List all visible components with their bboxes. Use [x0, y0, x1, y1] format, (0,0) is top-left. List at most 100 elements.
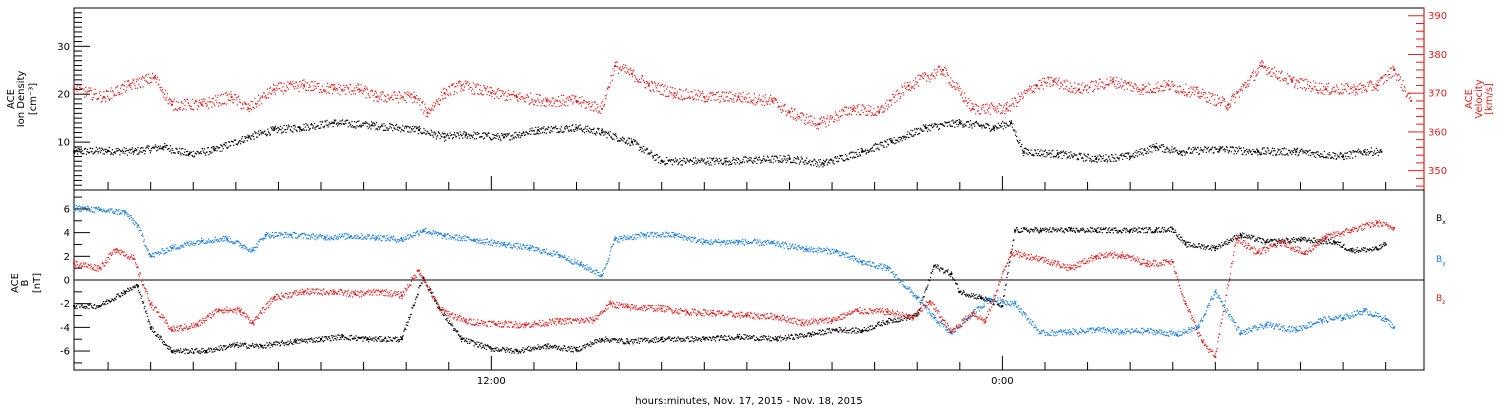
velocity-point-5: [200, 103, 203, 106]
bz-point-25: [660, 307, 663, 310]
b-axis: -6 -4 -2 0 2 4 6: [60, 196, 90, 364]
bz-point-42: [1095, 255, 1098, 258]
bz-point-9: [251, 321, 254, 324]
bx-point-40: [1095, 229, 1098, 232]
velocity-point-20: [575, 99, 578, 102]
bx-point-18: [515, 350, 518, 353]
bz-point-49: [1235, 237, 1238, 240]
bz-point-6: [196, 324, 199, 326]
by-point-35: [950, 332, 953, 335]
velocity-label-line1: ACE: [1464, 89, 1475, 109]
density-point-27: [992, 126, 995, 129]
by-point-25: [673, 234, 676, 236]
density-point-0: [73, 150, 75, 153]
by-point-49: [1295, 328, 1298, 331]
bz-point-20: [524, 324, 527, 326]
b-tick-label: 4: [64, 228, 70, 239]
velocity-point-10: [332, 88, 335, 91]
density-point-36: [1256, 150, 1259, 153]
density-point-39: [1363, 150, 1366, 153]
velocity-label-line3: [km/s]: [1484, 83, 1495, 115]
bx-point-38: [1039, 229, 1042, 232]
velocity-point-27: [737, 96, 740, 99]
by-point-32: [886, 267, 889, 270]
x-tick-label: 12:00: [477, 376, 506, 387]
density-point-15: [537, 129, 540, 132]
density-point-8: [298, 126, 301, 129]
bz-point-53: [1325, 236, 1328, 239]
by-point-9: [264, 234, 267, 236]
by-point-8: [251, 249, 254, 252]
velocity-point-40: [1112, 80, 1115, 83]
by-scatter-fill: [73, 204, 1395, 337]
density-point-11: [418, 129, 420, 132]
density-point-19: [660, 160, 663, 163]
x-axis-label: hours:minutes, Nov. 17, 2015 - Nov. 18, …: [635, 396, 863, 407]
velocity-axis: 350 360 370 380 390: [1408, 8, 1447, 190]
density-point-5: [213, 149, 216, 152]
velocity-point-47: [1325, 88, 1328, 91]
velocity-point-19: [545, 99, 548, 102]
bx-point-24: [703, 338, 706, 341]
magnetic-field-panel: -6 -4 -2 0 2 4 6 ACE B [nT] Bx By Bz: [10, 189, 1446, 371]
velocity-point-18: [515, 96, 518, 99]
density-point-25: [924, 126, 927, 129]
density-point-20: [724, 160, 727, 163]
density-tick-label: 10: [57, 138, 70, 149]
density-point-29: [1022, 150, 1025, 153]
by-point-27: [737, 241, 740, 244]
b-label-line2: B: [20, 279, 31, 286]
bz-point-38: [984, 320, 987, 323]
bx-point-47: [1265, 241, 1268, 244]
bx-point-13: [400, 338, 403, 341]
by-point-15: [422, 229, 425, 232]
by-point-44: [1176, 333, 1178, 336]
velocity-point-42: [1167, 84, 1170, 87]
density-tick-label: 30: [57, 42, 70, 53]
by-point-37: [988, 297, 991, 300]
velocity-point-7: [247, 107, 250, 110]
velocity-point-41: [1141, 88, 1144, 91]
velocity-point-6: [230, 96, 233, 99]
density-point-37: [1295, 150, 1298, 153]
velocity-point-38: [1052, 80, 1055, 83]
b-tick-label: 6: [64, 204, 70, 215]
bx-point-42: [1154, 229, 1157, 232]
density-label-line2: Ion Density: [16, 71, 27, 128]
velocity-point-15: [443, 92, 446, 95]
bx-scatter-fill: [73, 226, 1386, 355]
density-scatter-fill: [73, 119, 1382, 168]
velocity-point-46: [1291, 80, 1293, 83]
bz-point-5: [170, 328, 173, 331]
velocity-point-17: [490, 92, 493, 95]
density-tick-label: 20: [57, 90, 70, 101]
bx-point-41: [1129, 229, 1132, 232]
velocity-point-50: [1393, 69, 1396, 71]
magnetic-field-data-points: [73, 204, 1396, 358]
velocity-point-30: [818, 123, 821, 126]
velocity-tick-label: 380: [1428, 50, 1447, 61]
velocity-point-35: [971, 107, 974, 110]
bx-point-29: [860, 329, 863, 332]
velocity-point-12: [375, 96, 378, 99]
by-point-38: [1014, 302, 1017, 305]
velocity-tick-label: 370: [1428, 89, 1447, 100]
density-point-23: [860, 150, 863, 153]
bz-point-41: [1069, 267, 1072, 270]
by-point-11: [324, 236, 327, 239]
legend-by-subscript: y: [1442, 260, 1446, 267]
bx-point-11: [341, 335, 344, 338]
bz-point-15: [400, 294, 403, 297]
density-label-line3: [cm⁻³]: [28, 83, 39, 115]
bz-point-18: [464, 320, 467, 323]
velocity-point-11: [358, 88, 361, 91]
bx-point-23: [660, 338, 663, 341]
velocity-point-36: [1005, 107, 1008, 110]
time-axis: 12:00 0:00: [107, 176, 1387, 387]
velocity-point-29: [788, 111, 791, 114]
legend-bx-subscript: x: [1442, 219, 1446, 226]
by-point-51: [1342, 316, 1345, 319]
by-point-5: [170, 247, 173, 249]
density-point-38: [1342, 155, 1345, 158]
